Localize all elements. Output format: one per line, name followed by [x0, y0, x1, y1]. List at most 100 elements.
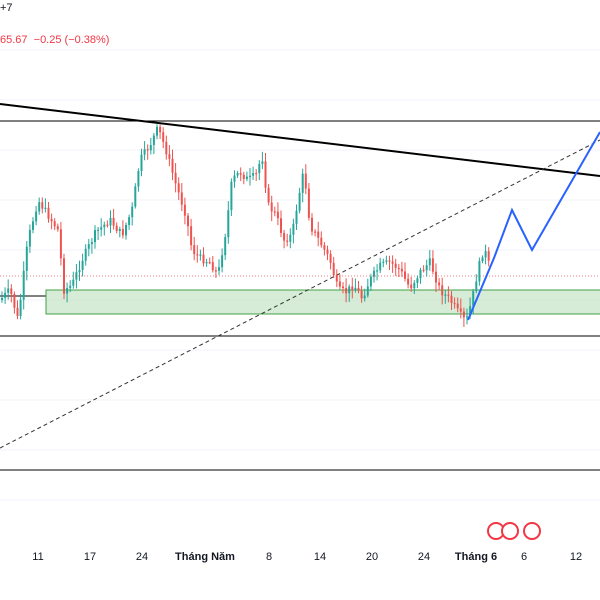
candle-body	[270, 202, 273, 212]
candle-body	[56, 226, 59, 230]
candle-body	[193, 245, 196, 255]
candle-body	[329, 253, 332, 263]
candle-body	[342, 286, 344, 288]
candle-body	[156, 126, 158, 136]
ascending-trendline-dashed[interactable]	[0, 139, 600, 449]
candle-body	[453, 302, 456, 305]
candle-body	[214, 270, 217, 272]
candle-body	[469, 306, 472, 317]
candle-body	[419, 269, 422, 279]
candle-body	[202, 254, 205, 264]
candle-body	[280, 218, 282, 233]
xtick: 17	[83, 551, 97, 563]
candle-body	[388, 260, 391, 262]
projection-path[interactable]	[467, 131, 600, 321]
candlesticks	[1, 124, 490, 327]
candle-body	[335, 275, 338, 282]
us-flag-icon[interactable]	[501, 522, 519, 540]
us-flag-icon[interactable]	[523, 522, 541, 540]
candle-body	[295, 210, 298, 224]
candle-body	[19, 299, 22, 317]
candle-body	[183, 204, 186, 216]
candle-body	[292, 223, 295, 235]
candle-body	[261, 161, 264, 164]
candle-body	[149, 145, 152, 151]
xtick: 24	[135, 551, 149, 563]
candle-body	[360, 290, 363, 299]
candle-body	[481, 257, 484, 262]
candle-body	[32, 221, 34, 230]
bottom-strip	[0, 568, 600, 600]
candle-body	[255, 173, 258, 175]
candle-body	[208, 262, 211, 264]
candle-body	[66, 288, 69, 294]
candle-body	[47, 207, 50, 219]
candle-body	[487, 251, 490, 261]
candle-body	[53, 221, 56, 227]
candle-body	[456, 303, 459, 309]
candle-body	[317, 231, 320, 238]
candle-body	[205, 262, 208, 264]
candle-body	[332, 262, 335, 276]
candle-body	[131, 206, 134, 218]
candle-body	[416, 278, 419, 283]
candle-body	[134, 186, 137, 207]
chart-area[interactable]: +7 65.67 −0.25 (−0.38%) 11 17 24 Tháng N…	[0, 0, 600, 568]
xtick: 12	[569, 551, 583, 563]
candle-body	[81, 260, 84, 270]
candle-body	[87, 244, 90, 249]
candle-body	[363, 295, 366, 299]
demand-zone[interactable]	[45, 289, 600, 315]
candle-body	[466, 316, 468, 318]
candle-body	[366, 286, 369, 296]
xtick: 20	[365, 551, 379, 563]
candle-body	[407, 278, 410, 285]
candle-body	[345, 287, 348, 294]
candle-body	[435, 271, 437, 283]
candle-body	[137, 170, 140, 187]
candle-body	[177, 183, 180, 193]
candle-body	[121, 228, 124, 236]
candle-body	[304, 173, 307, 189]
candle-body	[118, 228, 121, 232]
candle-body	[10, 288, 13, 295]
candle-body	[109, 217, 112, 226]
candle-body	[376, 270, 379, 272]
candle-body	[286, 240, 289, 242]
candle-body	[94, 230, 96, 243]
candle-body	[323, 245, 326, 250]
candle-body	[168, 154, 171, 159]
candle-body	[267, 187, 270, 203]
candle-body	[422, 269, 425, 271]
candle-body	[298, 192, 301, 211]
candle-body	[221, 255, 224, 268]
grid	[0, 49, 600, 501]
xtick: 8	[265, 551, 273, 563]
candle-body	[165, 141, 168, 155]
price-chart[interactable]	[0, 0, 600, 548]
candle-body	[69, 285, 72, 289]
candle-body	[143, 149, 146, 155]
candle-body	[397, 267, 400, 270]
candle-body	[162, 132, 165, 142]
candle-body	[50, 218, 53, 222]
candle-body	[410, 284, 413, 289]
candle-body	[233, 175, 236, 182]
candle-body	[128, 217, 131, 225]
candle-body	[348, 286, 351, 294]
candle-body	[391, 261, 394, 264]
candle-body	[379, 262, 382, 271]
candle-body	[146, 149, 149, 151]
candle-body	[472, 291, 475, 307]
candle-body	[462, 311, 465, 318]
candle-body	[320, 237, 323, 246]
candle-body	[326, 249, 329, 254]
candle-body	[190, 226, 193, 246]
candle-body	[187, 215, 189, 227]
time-axis[interactable]: 11 17 24 Tháng Năm 8 14 20 24 Tháng 6 6 …	[0, 548, 600, 568]
candle-body	[283, 232, 286, 241]
candle-body	[404, 271, 406, 279]
candle-body	[103, 224, 106, 228]
descending-trendline[interactable]	[0, 103, 600, 177]
candle-body	[171, 158, 174, 173]
